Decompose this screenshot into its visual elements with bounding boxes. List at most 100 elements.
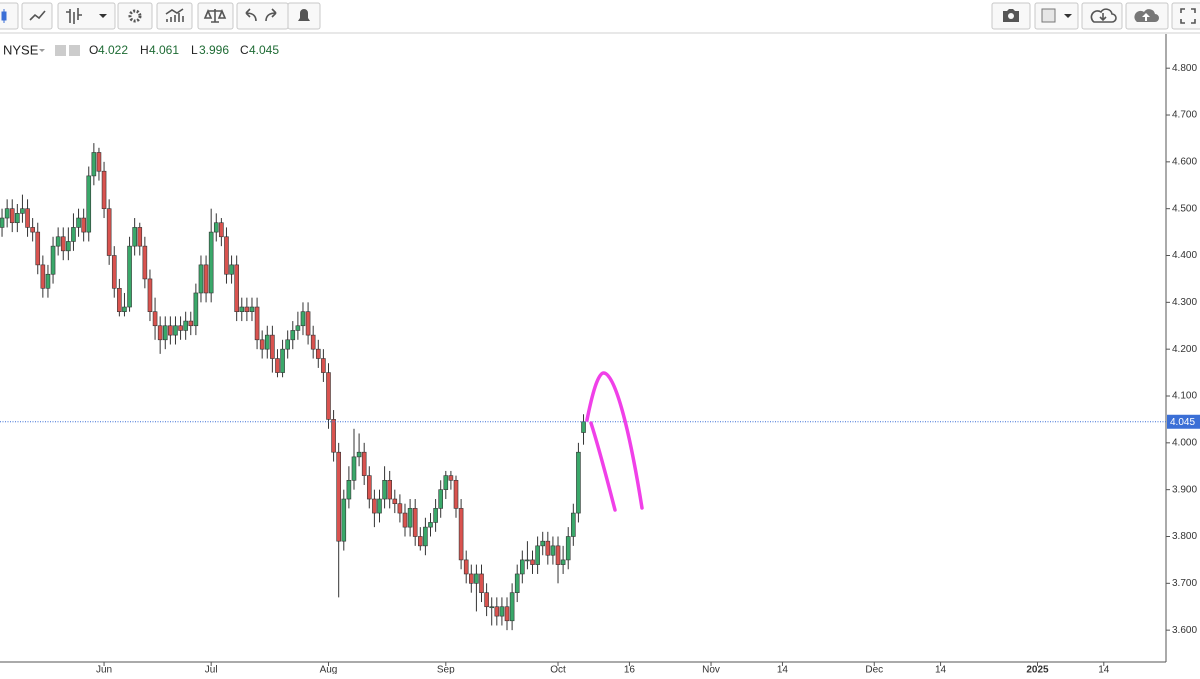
y-tick-label: 4.400 — [1172, 250, 1197, 261]
candle-body — [469, 573, 474, 584]
candle-body — [331, 419, 336, 453]
candle-body — [229, 264, 234, 275]
icon — [1180, 8, 1196, 24]
low-value: 3.996 — [199, 43, 229, 57]
candle-body — [479, 573, 484, 593]
x-tick-label: Aug — [320, 665, 338, 674]
candle-body — [270, 334, 275, 359]
candle-body — [290, 330, 296, 341]
candle-body — [509, 592, 515, 622]
x-tick-label: Sep — [437, 665, 455, 674]
dropdown-caret — [99, 14, 107, 18]
icon — [203, 8, 227, 23]
candle-body — [25, 208, 30, 228]
candle-body — [540, 540, 546, 547]
icon — [69, 45, 80, 56]
candle-body — [458, 508, 464, 561]
x-tick-label: Nov — [702, 665, 720, 674]
candle-body — [198, 264, 204, 294]
candle-body — [239, 306, 245, 313]
candle-body — [60, 236, 66, 252]
candle-body — [489, 606, 495, 609]
candle-body — [474, 573, 479, 584]
candle-body — [4, 208, 10, 219]
candle-body — [275, 358, 280, 373]
indicator-button[interactable] — [57, 2, 116, 30]
candle-body — [397, 503, 403, 514]
settings-button[interactable] — [117, 2, 153, 30]
y-tick-label: 4.300 — [1172, 297, 1197, 308]
icon — [1090, 8, 1117, 23]
candle-body — [244, 306, 250, 313]
candle-body — [213, 222, 219, 233]
candle-body — [346, 479, 352, 500]
candle-body — [382, 479, 387, 500]
candle-body — [264, 334, 270, 350]
candle-body — [178, 325, 183, 331]
icon — [298, 9, 310, 21]
candle-body — [438, 489, 444, 509]
undo-redo-button[interactable] — [236, 2, 289, 30]
candle-body — [295, 325, 301, 331]
candle-body — [132, 227, 137, 247]
candle-body — [351, 456, 357, 481]
y-tick-label: 3.600 — [1172, 625, 1197, 636]
candle-body — [188, 320, 194, 327]
candle-body — [224, 236, 229, 275]
candle-body — [249, 306, 255, 313]
candle-body — [71, 227, 76, 242]
candle-body — [168, 325, 173, 336]
candle-body — [428, 522, 433, 528]
candle-body — [35, 231, 41, 266]
candle-body — [448, 475, 454, 481]
candle-body — [193, 292, 199, 327]
candle-body — [581, 421, 586, 433]
icon — [1041, 8, 1056, 23]
candle-body — [576, 451, 581, 514]
candle-body — [173, 325, 178, 336]
layout-button[interactable] — [1034, 2, 1079, 30]
candle-body — [341, 498, 347, 542]
y-tick-label: 3.800 — [1172, 531, 1197, 542]
candle-body — [387, 479, 392, 500]
open-value: 4.022 — [98, 43, 128, 57]
y-tick-label: 4.500 — [1172, 203, 1197, 214]
candle-body — [305, 311, 311, 336]
y-tick-label: 4.700 — [1172, 110, 1197, 121]
y-tick-label: 3.700 — [1172, 578, 1197, 589]
dropdown-caret — [1064, 14, 1072, 18]
icon — [245, 8, 257, 22]
icon — [1008, 13, 1014, 19]
candle-body — [326, 372, 331, 420]
candle-body — [15, 213, 20, 224]
candle-body — [183, 320, 188, 331]
candle-body — [106, 208, 112, 256]
candle-body — [81, 217, 86, 233]
candle-body — [520, 559, 525, 575]
candle-body — [356, 451, 362, 458]
x-tick-label: 14 — [777, 665, 789, 674]
high-value: 4.061 — [149, 43, 179, 57]
candle-body — [45, 273, 51, 289]
candle-body — [280, 348, 285, 373]
candle-body — [137, 227, 143, 247]
plot-area: 3.600 3.700 3.800 3.900 4.000 4.100 4.200 4.300… — [0, 63, 1200, 676]
candle-body — [402, 512, 408, 528]
candle-body — [555, 545, 561, 565]
candle-body — [9, 208, 15, 224]
y-tick-label: 3.900 — [1172, 484, 1197, 495]
close-value: 4.045 — [249, 43, 279, 57]
candle-body — [234, 264, 239, 313]
high-prefix: H — [140, 43, 149, 57]
y-tick-label: 4.600 — [1172, 156, 1197, 167]
toolbar-buttons[interactable] — [0, 2, 1200, 30]
candle-body — [315, 348, 321, 359]
candle-body — [377, 498, 382, 514]
last-price-box — [1167, 414, 1200, 429]
candle-body — [499, 606, 505, 617]
low-prefix: L — [191, 43, 198, 57]
candle-body — [514, 573, 520, 593]
icon — [1, 9, 7, 23]
candle-body — [254, 306, 260, 341]
fullscreen-button[interactable] — [1171, 2, 1200, 30]
